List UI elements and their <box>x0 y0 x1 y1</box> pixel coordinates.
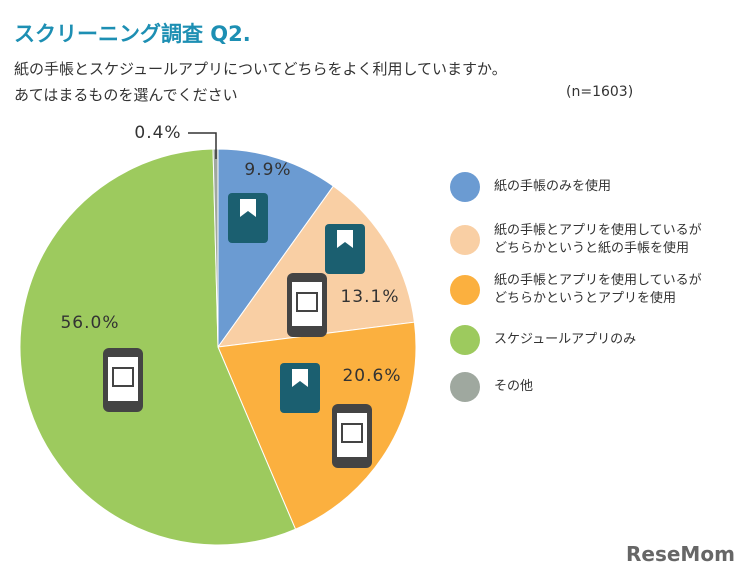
legend-item: スケジュールアプリのみ <box>450 325 636 355</box>
legend-label: 紙の手帳とアプリを使用しているが どちらかというとアプリを使用 <box>494 273 702 306</box>
pie-slice <box>217 321 417 530</box>
book-icon <box>280 363 320 413</box>
legend-label: スケジュールアプリのみ <box>494 332 637 347</box>
legend-label: 紙の手帳のみを使用 <box>494 179 612 194</box>
phone-icon <box>341 423 363 443</box>
data-label: 13.1% <box>340 287 399 307</box>
watermark: ReseMom <box>626 542 735 566</box>
data-label: 56.0% <box>60 313 119 333</box>
legend-label: 紙の手帳とアプリを使用しているが どちらかというと紙の手帳を使用 <box>494 223 702 256</box>
legend-item: 紙の手帳とアプリを使用しているが どちらかというとアプリを使用 <box>450 272 702 308</box>
phone-icon <box>112 367 134 387</box>
pie-slice <box>19 148 297 546</box>
data-label: 9.9% <box>244 160 291 180</box>
data-label: 20.6% <box>342 366 401 386</box>
book-icon <box>325 224 365 274</box>
legend-swatch <box>450 372 480 402</box>
phone-icon <box>296 292 318 312</box>
leader-line <box>188 132 217 159</box>
legend-label: その他 <box>494 379 534 394</box>
legend-swatch <box>450 225 480 255</box>
legend-swatch <box>450 172 480 202</box>
data-label: 0.4% <box>134 123 181 143</box>
book-icon <box>228 193 268 243</box>
book-icon <box>240 199 256 217</box>
legend-swatch <box>450 325 480 355</box>
legend-item: 紙の手帳とアプリを使用しているが どちらかというと紙の手帳を使用 <box>450 222 702 258</box>
legend-item: 紙の手帳のみを使用 <box>450 172 611 202</box>
sample-size: (n=1603) <box>566 84 634 100</box>
chart-title: スクリーニング調査 Q2. <box>14 22 251 46</box>
book-icon <box>337 230 353 248</box>
pie-slice <box>216 185 415 348</box>
legend-swatch <box>450 275 480 305</box>
book-icon <box>292 369 308 387</box>
subtitle: 紙の手帳とスケジュールアプリについてどちらをよく利用していますか。 あてはまるも… <box>14 60 507 104</box>
legend-item: その他 <box>450 372 533 402</box>
